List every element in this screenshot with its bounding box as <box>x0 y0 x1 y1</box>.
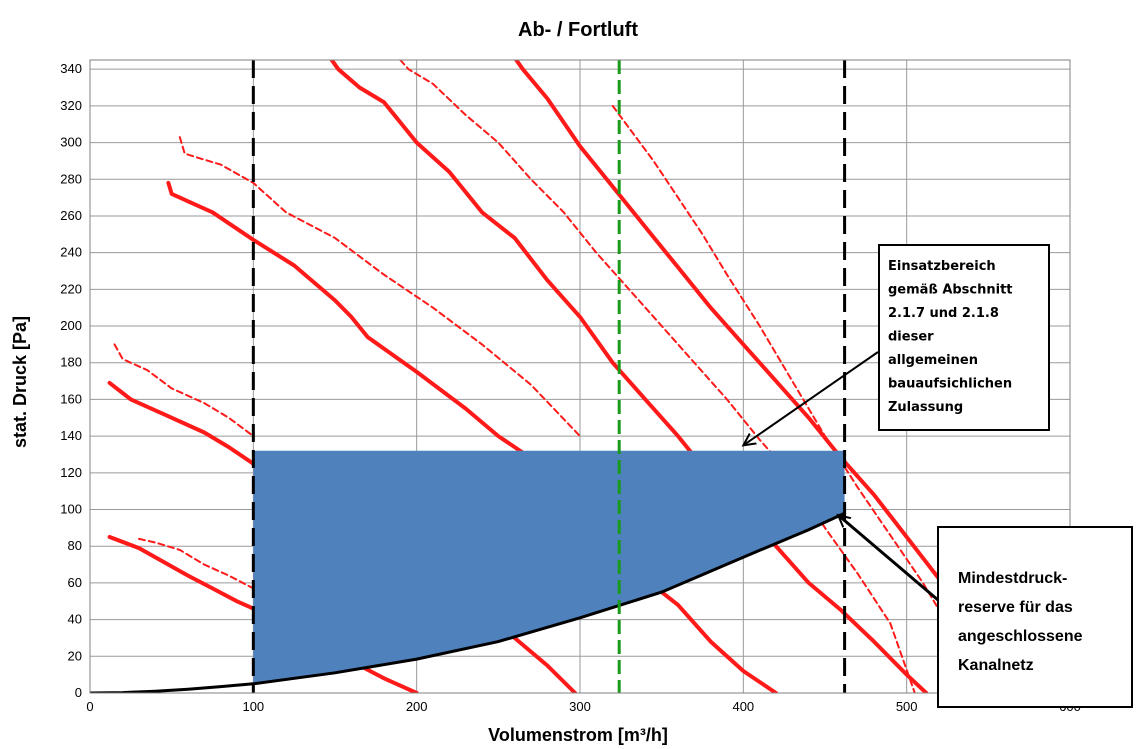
annotation-line: Mindestdruck- <box>958 570 1067 587</box>
annotation-line: 2.1.7 und 2.1.8 <box>888 306 999 321</box>
annotation-line: Kanalnetz <box>958 657 1034 674</box>
fan-curve-dashed <box>178 136 581 438</box>
y-tick-label: 80 <box>68 538 82 553</box>
plot-border <box>89 59 1071 694</box>
x-tick-label: 400 <box>732 699 754 714</box>
annotation-line: angeschlossene <box>958 628 1083 645</box>
y-axis-label: stat. Druck [Pa] <box>10 316 30 448</box>
y-tick-label: 60 <box>68 575 82 590</box>
annotation-box-operating-range <box>878 244 1050 431</box>
annotation-line: dieser <box>888 330 934 345</box>
y-tick-label: 0 <box>75 685 82 700</box>
annotation-box-pressure-reserve <box>937 526 1133 708</box>
y-tick-label: 240 <box>60 245 82 260</box>
y-tick-label: 20 <box>68 648 82 663</box>
y-tick-label: 100 <box>60 502 82 517</box>
x-axis-label: Volumenstrom [m³/h] <box>488 725 668 745</box>
y-tick-label: 180 <box>60 355 82 370</box>
x-tick-label: 100 <box>242 699 264 714</box>
annotation-line: bauaufsichlichen <box>888 377 1012 392</box>
y-tick-label: 40 <box>68 612 82 627</box>
fan-curve-solid <box>329 60 929 693</box>
annotation-line: gemäß Abschnitt <box>888 283 1013 298</box>
annotation-line: Einsatzbereich <box>888 259 996 274</box>
y-tick-label: 220 <box>60 281 82 296</box>
annotation-line: Zulassung <box>888 400 963 415</box>
y-tick-label: 200 <box>60 318 82 333</box>
x-tick-label: 200 <box>406 699 428 714</box>
x-tick-label: 500 <box>896 699 918 714</box>
fan-curve-dashed <box>399 60 916 693</box>
annotation-arrow <box>743 351 879 445</box>
annotation-arrow <box>838 515 939 602</box>
y-tick-label: 320 <box>60 98 82 113</box>
fan-curve-solid <box>513 60 1007 693</box>
annotation-layer: Einsatzbereich gemäß Abschnitt 2.1.7 und 2… <box>743 244 1133 708</box>
operating-range-area <box>253 450 845 684</box>
fan-curve-dashed <box>113 343 255 438</box>
x-tick-label: 0 <box>86 699 93 714</box>
series-group <box>90 60 1007 693</box>
chart-title: Ab- / Fortluft <box>518 19 638 41</box>
y-tick-label: 160 <box>60 391 82 406</box>
y-tick-label: 300 <box>60 135 82 150</box>
y-tick-label: 340 <box>60 61 82 76</box>
annotation-line: reserve für das <box>958 599 1073 616</box>
x-tick-label: 300 <box>569 699 591 714</box>
y-tick-label: 140 <box>60 428 82 443</box>
system-curve <box>90 511 847 693</box>
y-tick-label: 280 <box>60 171 82 186</box>
y-tick-label: 260 <box>60 208 82 223</box>
annotation-line: allgemeinen <box>888 353 978 368</box>
y-tick-label: 120 <box>60 465 82 480</box>
